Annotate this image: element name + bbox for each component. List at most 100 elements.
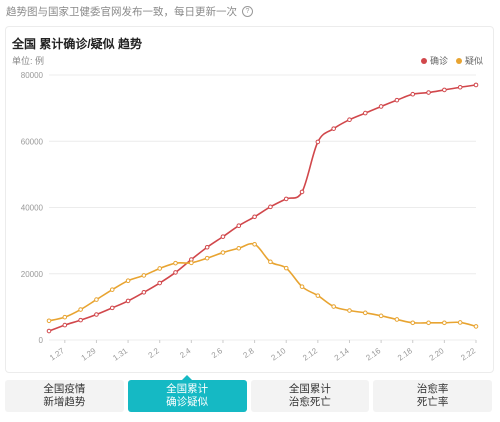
x-tick-label: 2.2 <box>147 346 162 360</box>
data-point-suspected <box>173 260 178 266</box>
tab-confirmed-suspected[interactable]: 全国累计 确诊疑似 <box>127 375 247 412</box>
data-point-confirmed <box>378 104 384 109</box>
legend-item-suspected[interactable]: 疑似 <box>455 54 483 67</box>
data-point-confirmed <box>46 328 52 334</box>
data-point-suspected <box>268 259 273 265</box>
data-point-suspected <box>252 241 257 247</box>
x-tick-label: 2.6 <box>210 346 225 360</box>
series-line-confirmed <box>48 84 477 332</box>
data-point-confirmed <box>394 97 400 103</box>
x-tick-label: 1.27 <box>48 346 66 363</box>
legend-label-suspected: 疑似 <box>464 56 483 66</box>
chart-legend: 确诊 疑似 <box>420 54 483 67</box>
data-point-confirmed <box>457 84 463 90</box>
data-point-suspected <box>204 255 210 261</box>
update-note: 趋势图与国家卫健委官网发布一致，每日更新一次 ? <box>6 4 253 19</box>
legend-dot-suspected <box>455 57 462 64</box>
y-tick-label: 0 <box>39 336 44 345</box>
y-tick-label: 40000 <box>21 204 44 213</box>
data-point-confirmed <box>220 234 226 239</box>
chart-tabs: 全国疫情 新增趋势 全国累计 确诊疑似 全国累计 治愈死亡 治愈率 死亡率 <box>5 375 492 412</box>
data-point-confirmed <box>331 126 336 131</box>
data-point-suspected <box>378 313 384 319</box>
x-tick-label: 2.20 <box>428 346 446 363</box>
data-point-confirmed <box>362 110 368 116</box>
data-point-confirmed <box>157 280 163 286</box>
data-point-confirmed <box>141 290 147 295</box>
tab-confirmed-suspected-line2: 确诊疑似 <box>166 396 209 408</box>
tab-cured-dead[interactable]: 全国累计 治愈死亡 <box>250 380 370 412</box>
data-point-confirmed <box>442 87 447 93</box>
tab-cured-dead-line1: 全国累计 <box>288 382 331 395</box>
data-point-confirmed <box>109 305 115 311</box>
data-point-suspected <box>109 287 115 292</box>
data-point-confirmed <box>252 214 257 220</box>
x-tick-label: 2.16 <box>364 346 382 363</box>
legend-label-confirmed: 确诊 <box>429 56 448 66</box>
data-point-confirmed <box>410 91 416 97</box>
data-point-suspected <box>331 304 336 309</box>
tab-new-trend[interactable]: 全国疫情 新增趋势 <box>5 380 124 412</box>
data-point-confirmed <box>283 196 289 202</box>
y-tick-label: 20000 <box>21 270 44 279</box>
data-point-confirmed <box>473 82 479 88</box>
data-point-confirmed <box>315 139 321 145</box>
tab-rates-line2: 死亡率 <box>416 396 449 408</box>
tab-new-trend-line2: 新增趋势 <box>43 396 86 408</box>
data-point-suspected <box>78 307 83 312</box>
series-line-suspected <box>48 242 477 328</box>
data-point-suspected <box>457 320 463 325</box>
x-tick-label: 1.31 <box>111 346 129 363</box>
data-point-suspected <box>315 293 321 298</box>
x-tick-label: 2.4 <box>178 346 193 360</box>
x-tick-label: 2.18 <box>396 346 414 363</box>
data-point-confirmed <box>94 312 99 317</box>
data-point-suspected <box>473 324 479 329</box>
y-tick-label: 60000 <box>21 137 44 146</box>
data-point-suspected <box>442 320 447 326</box>
tab-rates[interactable]: 治愈率 死亡率 <box>373 380 492 412</box>
data-point-confirmed <box>78 317 83 323</box>
data-point-confirmed <box>236 223 242 229</box>
tab-rates-line1: 治愈率 <box>416 382 449 395</box>
data-point-suspected <box>299 284 305 289</box>
data-point-suspected <box>426 320 431 326</box>
tab-confirmed-suspected-line1: 全国累计 <box>166 382 209 395</box>
help-icon[interactable]: ? <box>242 6 253 17</box>
data-point-suspected <box>362 310 368 316</box>
y-tick-label: 80000 <box>21 71 44 80</box>
data-point-suspected <box>189 260 194 266</box>
data-point-suspected <box>410 320 416 326</box>
data-point-suspected <box>94 297 99 302</box>
unit-label: 单位: 例 <box>12 56 45 66</box>
legend-dot-confirmed <box>420 57 427 64</box>
data-point-suspected <box>220 250 226 255</box>
data-point-confirmed <box>204 244 210 250</box>
data-point-confirmed <box>62 322 68 328</box>
tab-new-trend-line1: 全国疫情 <box>43 382 86 395</box>
data-point-confirmed <box>173 270 178 275</box>
data-point-confirmed <box>299 189 305 195</box>
data-point-suspected <box>62 314 68 320</box>
chart-title: 全国 累计确诊/疑似 趋势 <box>12 37 143 51</box>
legend-item-confirmed[interactable]: 确诊 <box>420 54 448 67</box>
data-point-suspected <box>394 317 400 322</box>
data-point-suspected <box>236 245 242 251</box>
data-point-confirmed <box>426 90 431 95</box>
x-tick-label: 2.10 <box>269 346 287 363</box>
x-tick-label: 2.8 <box>241 346 256 360</box>
update-note-text: 趋势图与国家卫健委官网发布一致，每日更新一次 <box>6 6 237 18</box>
data-point-suspected <box>141 273 147 278</box>
x-tick-label: 2.14 <box>333 346 351 363</box>
data-point-suspected <box>347 308 352 313</box>
x-tick-label: 2.12 <box>301 346 319 363</box>
tab-cured-dead-line2: 治愈死亡 <box>288 396 331 408</box>
line-chart: 0 20000 40000 60000 80000 1.27 1.29 1.31 2.2 2.4 2… <box>21 71 479 363</box>
data-point-suspected <box>283 265 289 271</box>
data-point-suspected <box>125 278 131 284</box>
data-point-confirmed <box>125 298 131 304</box>
data-point-suspected <box>46 318 52 324</box>
x-tick-label: 1.29 <box>80 346 98 363</box>
data-point-suspected <box>157 266 163 271</box>
x-tick-label: 2.22 <box>459 346 477 363</box>
